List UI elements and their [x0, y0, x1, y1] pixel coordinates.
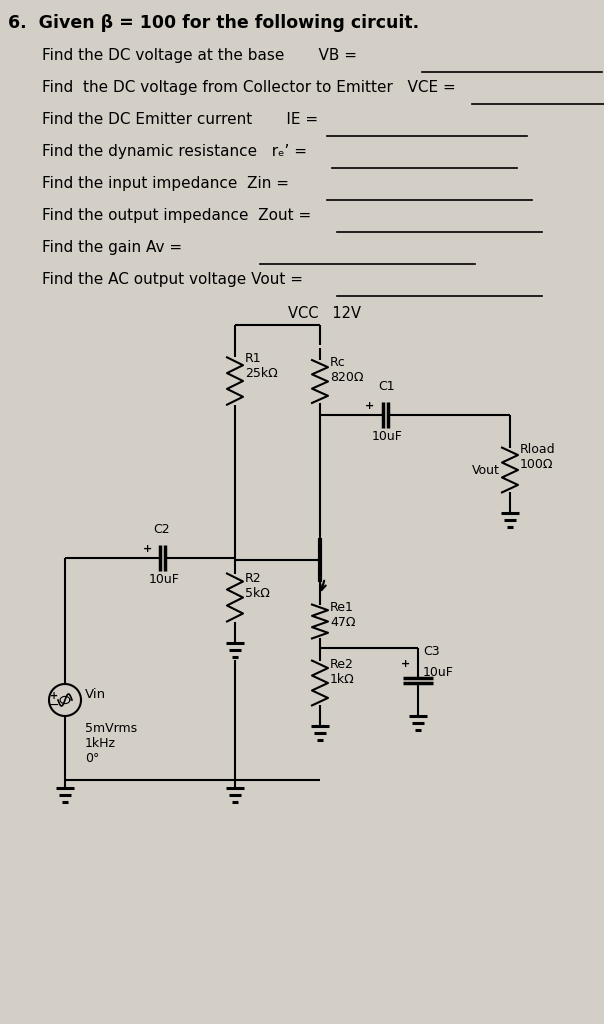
Text: 10uF: 10uF	[423, 666, 454, 679]
Text: Re1
47Ω: Re1 47Ω	[330, 601, 356, 629]
Text: Rc
820Ω: Rc 820Ω	[330, 356, 364, 384]
Text: Find  the DC voltage from Collector to Emitter   VCE =: Find the DC voltage from Collector to Em…	[42, 80, 456, 95]
Text: Find the input impedance  Zin =: Find the input impedance Zin =	[42, 176, 289, 191]
Text: Find the DC Emitter current       IE =: Find the DC Emitter current IE =	[42, 112, 318, 127]
Text: Re2
1kΩ: Re2 1kΩ	[330, 658, 355, 686]
Text: +: +	[143, 544, 153, 554]
Text: Vout: Vout	[472, 464, 500, 476]
Text: 10uF: 10uF	[149, 573, 179, 586]
Text: Find the output impedance  Zout =: Find the output impedance Zout =	[42, 208, 311, 223]
Text: +: +	[402, 659, 411, 669]
Text: Rload
100Ω: Rload 100Ω	[520, 443, 556, 471]
Text: R1
25kΩ: R1 25kΩ	[245, 352, 278, 380]
Text: R2
5kΩ: R2 5kΩ	[245, 572, 270, 600]
Text: C3: C3	[423, 645, 440, 658]
Text: −: −	[49, 698, 59, 712]
Text: 10uF: 10uF	[371, 430, 402, 443]
Text: C2: C2	[153, 523, 170, 536]
Text: 5mVrms
1kHz
0°: 5mVrms 1kHz 0°	[85, 722, 137, 765]
Text: Vin: Vin	[85, 688, 106, 701]
Text: VCC   12V: VCC 12V	[289, 306, 362, 321]
Text: Find the DC voltage at the base       VB =: Find the DC voltage at the base VB =	[42, 48, 357, 63]
Text: Find the dynamic resistance   rₑʼ =: Find the dynamic resistance rₑʼ =	[42, 144, 307, 159]
Text: +: +	[50, 691, 58, 701]
Text: 6.  Given β = 100 for the following circuit.: 6. Given β = 100 for the following circu…	[8, 14, 419, 32]
Text: Find the AC output voltage Vout =: Find the AC output voltage Vout =	[42, 272, 303, 287]
Text: C1: C1	[379, 380, 395, 393]
Text: +: +	[364, 401, 374, 411]
Text: Find the gain Av =: Find the gain Av =	[42, 240, 182, 255]
